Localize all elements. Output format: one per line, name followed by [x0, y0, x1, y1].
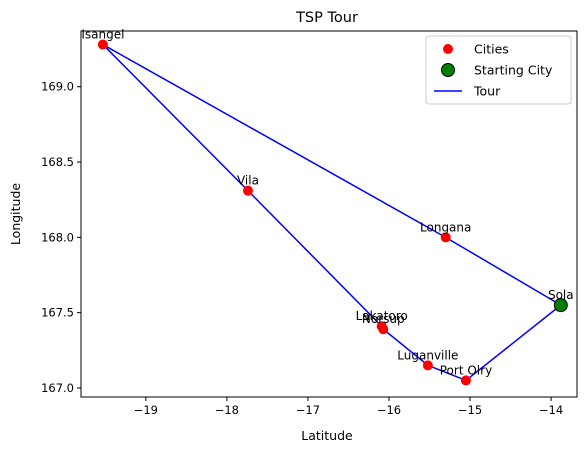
city-label: Norsup	[362, 312, 405, 326]
label-clip-mask	[0, 28, 79, 42]
start-city-point	[553, 298, 568, 313]
legend-label: Tour	[473, 84, 501, 99]
y-axis: 167.0 167.5 168.0 168.5 169.0	[41, 80, 81, 395]
x-axis-label: Latitude	[301, 428, 353, 443]
city-label: Isangel	[81, 28, 124, 42]
city-label: Longana	[420, 220, 471, 234]
city-point	[97, 39, 108, 50]
legend-box	[425, 35, 572, 105]
x-tick-label: −18	[215, 403, 239, 417]
x-axis: −19 −18 −17 −16 −15 −14	[134, 397, 563, 417]
city-point	[376, 321, 387, 332]
y-axis-label: Longitude	[8, 183, 23, 245]
legend-label: Starting City	[474, 63, 553, 78]
plot-area	[97, 39, 568, 386]
plot-frame	[80, 30, 578, 398]
y-tick-label: 168.5	[41, 155, 74, 169]
x-tick-label: −17	[296, 403, 320, 417]
city-label: Lakatoro	[356, 309, 408, 323]
city-label: Sola	[548, 288, 574, 302]
city-point	[422, 360, 433, 371]
city-label: Vila	[237, 174, 259, 188]
x-tick-label: −16	[377, 403, 401, 417]
y-tick-label: 167.5	[41, 306, 74, 320]
legend: Cities Starting City Tour	[425, 35, 572, 105]
legend-label: Cities	[474, 42, 509, 57]
city-point	[440, 232, 451, 243]
city-label: Luganville	[397, 348, 458, 362]
x-tick-label: −19	[134, 403, 158, 417]
y-tick-label: 167.0	[41, 381, 74, 395]
city-label: Port Olry	[440, 363, 492, 377]
x-tick-label: −15	[458, 403, 482, 417]
city-point	[460, 375, 471, 386]
city-point	[242, 185, 253, 196]
x-tick-label: −14	[539, 403, 563, 417]
legend-city-marker	[443, 44, 453, 54]
y-tick-label: 169.0	[41, 80, 74, 94]
legend-start-marker	[441, 63, 455, 77]
chart-title: TSP Tour	[295, 10, 358, 26]
y-tick-label: 168.0	[41, 230, 74, 244]
